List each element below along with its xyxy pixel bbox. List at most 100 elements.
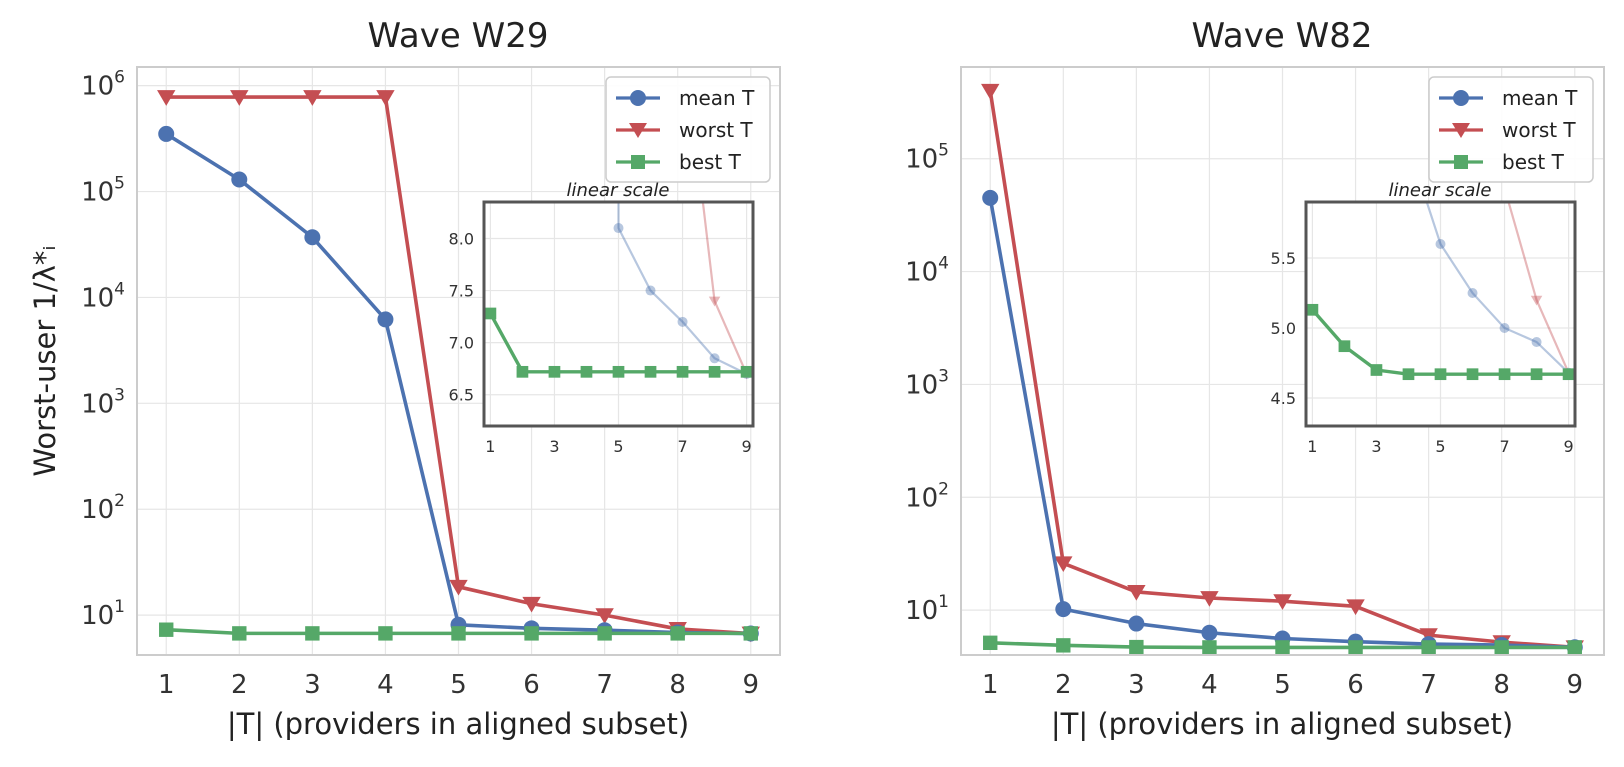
inset-y-tick-label: 8.0 — [449, 229, 474, 248]
inset-point-mean-t — [1467, 288, 1478, 298]
inset-point-best-t — [516, 365, 529, 378]
data-point-worst-t — [376, 90, 395, 106]
inset-series-clip — [484, 0, 753, 384]
x-tick-label: 3 — [304, 670, 321, 700]
inset-y-tick-label: 6.5 — [449, 386, 474, 405]
data-point-best-t — [1129, 639, 1144, 655]
inset-point-best-t — [1434, 368, 1447, 381]
data-point-mean-t — [982, 189, 999, 206]
data-point-best-t — [1202, 640, 1217, 655]
inset-point-best-t — [1370, 364, 1383, 376]
data-point-worst-t — [1419, 628, 1438, 644]
inset-point-best-t — [676, 365, 689, 378]
inset-y-tick-labels: 4.5 5.0 5.5 — [1271, 249, 1296, 408]
y-tick-label: 102 — [905, 479, 949, 513]
series-group — [981, 83, 1584, 657]
inset-title: linear scale — [1388, 180, 1491, 201]
plot-frame — [136, 66, 781, 656]
x-tick-label: 1 — [158, 670, 175, 700]
legend: mean T worst T best T — [1428, 76, 1594, 183]
inset-point-best-t — [484, 307, 497, 320]
y-tick-label: 103 — [905, 366, 949, 400]
data-point-worst-t — [1200, 591, 1219, 607]
y-tick-label: 105 — [81, 174, 125, 208]
panel-w29: Wave W29 1 2 3 4 5 6 7 8 9 101 102 103 104 105 106 |T… — [28, 0, 781, 741]
data-point-best-t — [232, 626, 247, 641]
data-point-best-t — [743, 626, 758, 641]
inset-y-tick-label: 7.5 — [449, 282, 474, 301]
inset-point-best-t — [612, 365, 625, 378]
inset-x-tick-label: 1 — [1307, 437, 1317, 456]
data-point-mean-t — [377, 311, 394, 328]
data-point-worst-t — [595, 608, 614, 624]
x-axis-label: |T| (providers in aligned subset) — [227, 707, 689, 741]
y-tick-labels: 101 102 103 104 105 106 — [81, 68, 125, 631]
y-tick-label: 104 — [81, 279, 125, 313]
data-point-best-t — [159, 622, 174, 637]
legend-label-worst: worst T — [679, 118, 753, 142]
y-tick-label: 103 — [81, 385, 125, 419]
y-tick-label: 105 — [905, 141, 949, 175]
x-tick-label: 9 — [1566, 670, 1583, 700]
x-tick-label: 6 — [523, 670, 540, 700]
inset-title: linear scale — [566, 180, 669, 201]
inset-x-tick-label: 9 — [742, 437, 752, 456]
data-point-best-t — [1421, 640, 1436, 655]
inset-point-best-t — [644, 365, 657, 378]
data-point-worst-t — [449, 579, 468, 596]
legend-label-mean: mean T — [679, 86, 755, 110]
inset-line-mean-t — [1425, 202, 1570, 374]
inset-point-best-t — [548, 365, 561, 378]
data-point-best-t — [670, 626, 685, 641]
plot-frame — [960, 66, 1605, 656]
data-point-best-t — [1567, 640, 1582, 655]
inset-point-best-t — [1466, 368, 1479, 381]
legend-marker-best — [631, 155, 645, 169]
inset-point-best-t — [580, 365, 593, 378]
legend-label-best: best T — [679, 150, 742, 174]
data-point-mean-t — [1128, 615, 1145, 632]
inset-point-best-t — [1402, 368, 1415, 381]
inset-point-worst-t — [1530, 295, 1543, 306]
y-tick-label: 102 — [81, 491, 125, 525]
x-tick-label: 3 — [1128, 670, 1145, 700]
inset-point-best-t — [708, 365, 721, 378]
y-tick-labels: 101 102 103 104 105 — [905, 141, 949, 626]
inset-series-group — [484, 0, 753, 384]
inset-x-tick-label: 5 — [613, 437, 623, 456]
y-tick-label: 101 — [81, 597, 125, 631]
legend-marker-worst — [629, 123, 647, 138]
inset-y-tick-label: 5.5 — [1271, 249, 1296, 268]
x-tick-labels: 1 2 3 4 5 6 7 8 9 — [982, 670, 1583, 700]
inset-point-best-t — [1562, 368, 1575, 381]
data-point-best-t — [1275, 640, 1290, 655]
inset-grid — [484, 202, 753, 426]
x-tick-label: 4 — [1201, 670, 1218, 700]
inset-point-mean-t — [613, 223, 624, 234]
chart-title: Wave W29 — [367, 16, 548, 56]
legend-marker-worst — [1452, 123, 1470, 138]
inset-x-tick-label: 9 — [1564, 437, 1574, 456]
x-tick-label: 9 — [742, 670, 759, 700]
data-point-worst-t — [522, 596, 541, 613]
data-point-mean-t — [1055, 601, 1072, 618]
data-point-mean-t — [304, 229, 321, 246]
inset-y-tick-label: 5.0 — [1271, 319, 1296, 338]
data-point-worst-t — [1054, 556, 1073, 573]
y-axis-label: Worst-user 1/λ*ᵢ — [28, 245, 62, 476]
x-tick-label: 7 — [1420, 670, 1437, 700]
y-tick-label: 104 — [905, 254, 949, 288]
data-point-best-t — [305, 626, 320, 641]
data-point-worst-t — [1127, 584, 1146, 601]
x-tick-label: 2 — [1055, 670, 1072, 700]
inset-y-tick-label: 7.0 — [449, 334, 474, 353]
inset-point-mean-t — [709, 353, 720, 364]
legend: mean T worst T best T — [605, 76, 771, 183]
data-point-best-t — [597, 626, 612, 641]
inset-point-mean-t — [677, 316, 688, 327]
inset-x-tick-labels: 1 3 5 7 9 — [485, 437, 751, 456]
data-point-mean-t — [1201, 624, 1218, 641]
inset-frame — [1304, 200, 1577, 428]
inset-x-tick-labels: 1 3 5 7 9 — [1307, 437, 1573, 456]
